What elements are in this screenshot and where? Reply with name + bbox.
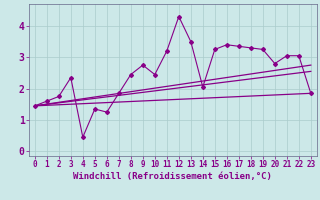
X-axis label: Windchill (Refroidissement éolien,°C): Windchill (Refroidissement éolien,°C) — [73, 172, 272, 181]
